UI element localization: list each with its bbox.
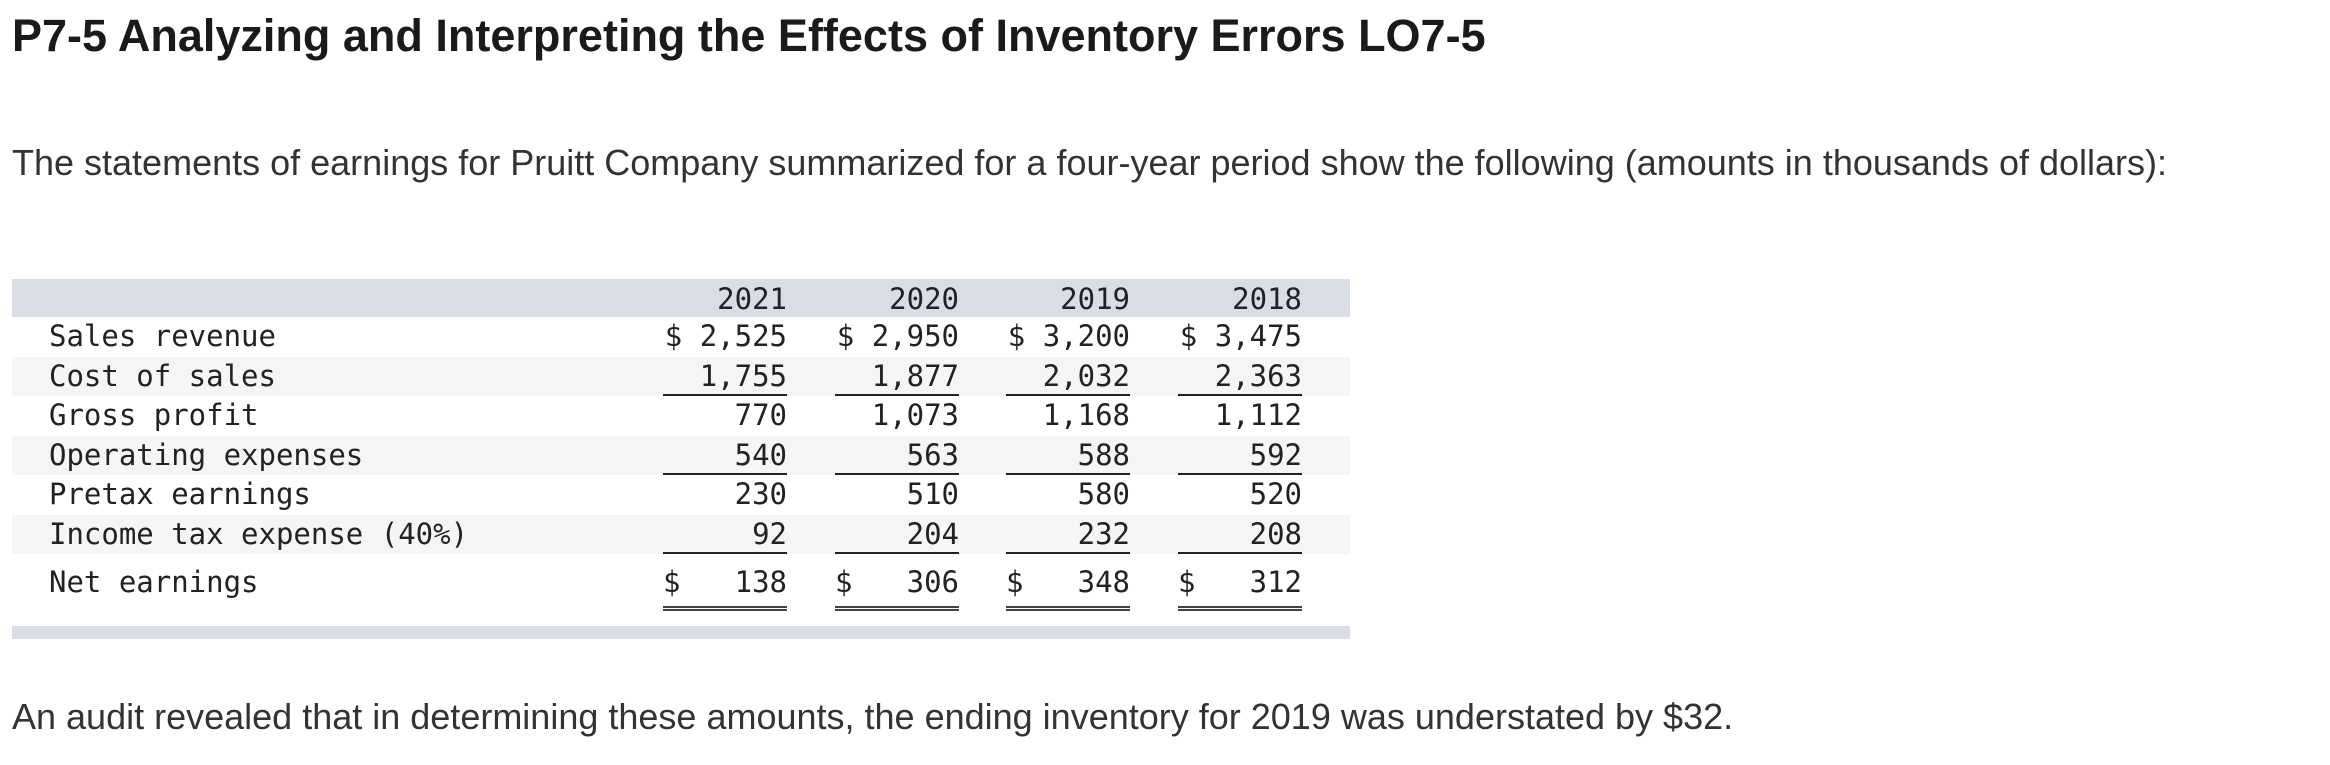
value-cell: 540 xyxy=(663,436,787,475)
value-cell: 770 xyxy=(734,398,787,432)
table-footer-bar xyxy=(12,626,1350,639)
row-label: Income tax expense (40%) xyxy=(49,516,469,551)
value-cell: 2,032 xyxy=(1006,357,1130,396)
table-row: Sales revenue $ 2,525 $ 2,950 $ 3,200 $ 3,47… xyxy=(12,317,1350,357)
row-label: Gross profit xyxy=(49,398,259,432)
value-cell: 1,112 xyxy=(1214,398,1302,432)
value: 312 xyxy=(1249,565,1302,599)
value-cell: 520 xyxy=(1249,477,1302,511)
value-cell: 588 xyxy=(1006,436,1130,475)
value-cell: 204 xyxy=(835,515,959,554)
value: 348 xyxy=(1077,565,1130,599)
value-cell: 2,363 xyxy=(1178,357,1302,396)
value-cell: $306 xyxy=(835,554,959,611)
table-row: Pretax earnings 230 510 580 520 xyxy=(12,475,1350,515)
table-row: Gross profit 770 1,073 1,168 1,112 xyxy=(12,396,1350,436)
value-cell: $ 2,950 xyxy=(836,319,959,353)
row-label: Sales revenue xyxy=(49,319,276,353)
value-cell: 208 xyxy=(1178,515,1302,554)
value-cell: 580 xyxy=(1077,477,1130,511)
currency-sign: $ xyxy=(1178,565,1196,599)
earnings-table: 2021 2020 2019 2018 Sales revenue $ 2,525… xyxy=(12,279,1350,639)
value: 138 xyxy=(734,565,787,599)
currency-sign: $ xyxy=(1006,565,1024,599)
year-header: 2018 xyxy=(1232,282,1302,316)
table-row: Income tax expense (40%) 92 204 232 208 xyxy=(12,514,1350,554)
currency-sign: $ xyxy=(663,565,681,599)
intro-text: The statements of earnings for Pruitt Co… xyxy=(12,142,2168,183)
value-cell: $ 3,475 xyxy=(1179,319,1302,353)
value-cell: 232 xyxy=(1006,515,1130,554)
value-cell: $138 xyxy=(663,554,787,611)
row-label: Operating expenses xyxy=(49,437,364,472)
year-header: 2019 xyxy=(1060,282,1130,316)
value-cell: $348 xyxy=(1006,554,1130,611)
row-label: Cost of sales xyxy=(49,358,276,393)
value-cell: 1,168 xyxy=(1042,398,1130,432)
value-cell: 1,755 xyxy=(663,357,787,396)
year-header: 2020 xyxy=(889,282,959,316)
table-row: Operating expenses 540 563 588 592 xyxy=(12,435,1350,475)
value-cell: 1,073 xyxy=(871,398,959,432)
value-cell: $312 xyxy=(1178,554,1302,611)
table-row: Net earnings $138 $306 $348 $312 xyxy=(12,554,1350,611)
value-cell: 92 xyxy=(663,515,787,554)
value: 306 xyxy=(906,565,959,599)
value-cell: $ 2,525 xyxy=(664,319,787,353)
page-title: P7-5 Analyzing and Interpreting the Effe… xyxy=(12,10,1486,61)
header-row: 2021 2020 2019 2018 xyxy=(12,279,1350,317)
audit-text: An audit revealed that in determining th… xyxy=(12,696,1734,737)
value-cell: $ 3,200 xyxy=(1007,319,1130,353)
row-label: Pretax earnings xyxy=(49,477,311,511)
value-cell: 230 xyxy=(734,477,787,511)
value-cell: 510 xyxy=(906,477,959,511)
row-label: Net earnings xyxy=(49,565,259,599)
value-cell: 592 xyxy=(1178,436,1302,475)
year-header: 2021 xyxy=(717,282,787,316)
value-cell: 563 xyxy=(835,436,959,475)
table-row: Cost of sales 1,755 1,877 2,032 2,363 xyxy=(12,356,1350,396)
currency-sign: $ xyxy=(835,565,853,599)
value-cell: 1,877 xyxy=(835,357,959,396)
